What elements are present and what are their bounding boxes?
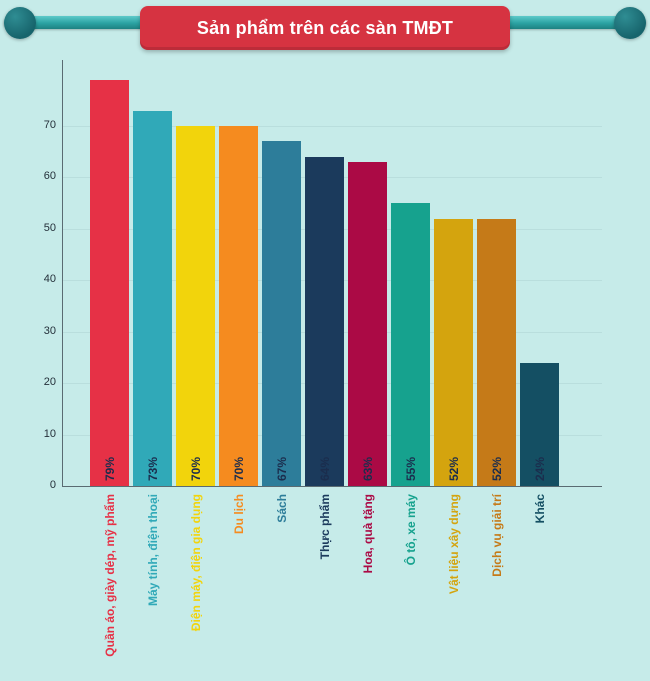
bar-1 [90, 80, 129, 486]
bar-4 [219, 126, 258, 486]
bar-value-label: 63% [360, 456, 375, 481]
y-axis-line [62, 60, 63, 486]
y-tick-label: 30 [43, 324, 56, 337]
chart-title: Sản phẩm trên các sàn TMĐT [196, 17, 454, 38]
bar-value-label: 73% [145, 456, 160, 481]
bar-category-label: Vật liệu xây dựng [446, 494, 461, 595]
bar-10 [477, 219, 516, 486]
bar-value-label: 79% [102, 456, 117, 481]
bar-category-label: Du lịch [231, 494, 246, 535]
y-tick-label: 20 [43, 376, 56, 389]
y-tick-label: 50 [43, 221, 56, 234]
y-tick-label: 0 [49, 479, 56, 491]
bar-11 [520, 363, 559, 486]
bar-category-label: Dịch vụ giải trí [489, 494, 504, 577]
bar-category-label: Hoa, quà tặng [360, 494, 375, 574]
title-banner: Sản phẩm trên các sàn TMĐT [140, 6, 510, 50]
bar-category-label: Điện máy, điện gia dụng [188, 494, 203, 632]
gridline [63, 126, 602, 127]
bar-category-label: Máy tính, điện thoại [145, 494, 160, 607]
bar-category-label: Quần áo, giày dép, mỹ phẩm [102, 494, 117, 657]
y-tick-label: 70 [43, 119, 56, 131]
bar-3 [176, 126, 215, 486]
bar-value-label: 24% [532, 456, 547, 481]
x-axis-line [62, 486, 602, 487]
bar-value-label: 64% [317, 456, 332, 481]
bar-value-label: 70% [231, 456, 246, 481]
y-tick-label: 10 [43, 427, 56, 440]
bar-value-label: 52% [489, 456, 504, 481]
bar-9 [434, 219, 473, 486]
rod-knob-right-icon [614, 7, 646, 39]
bar-6 [305, 157, 344, 486]
bar-value-label: 70% [188, 456, 203, 481]
rod-knob-left-icon [4, 7, 36, 39]
bar-category-label: Sách [274, 494, 289, 523]
y-tick-label: 60 [43, 170, 56, 183]
bar-7 [348, 162, 387, 486]
bar-value-label: 67% [274, 456, 289, 481]
bar-value-label: 52% [446, 456, 461, 481]
bar-2 [133, 111, 172, 486]
bar-5 [262, 141, 301, 486]
bar-value-label: 55% [403, 456, 418, 481]
bar-8 [391, 203, 430, 486]
bar-category-label: Khác [532, 494, 547, 524]
bar-category-label: Thực phẩm [317, 494, 332, 560]
y-tick-label: 40 [43, 273, 56, 286]
bar-category-label: Ô tô, xe máy [403, 494, 418, 566]
